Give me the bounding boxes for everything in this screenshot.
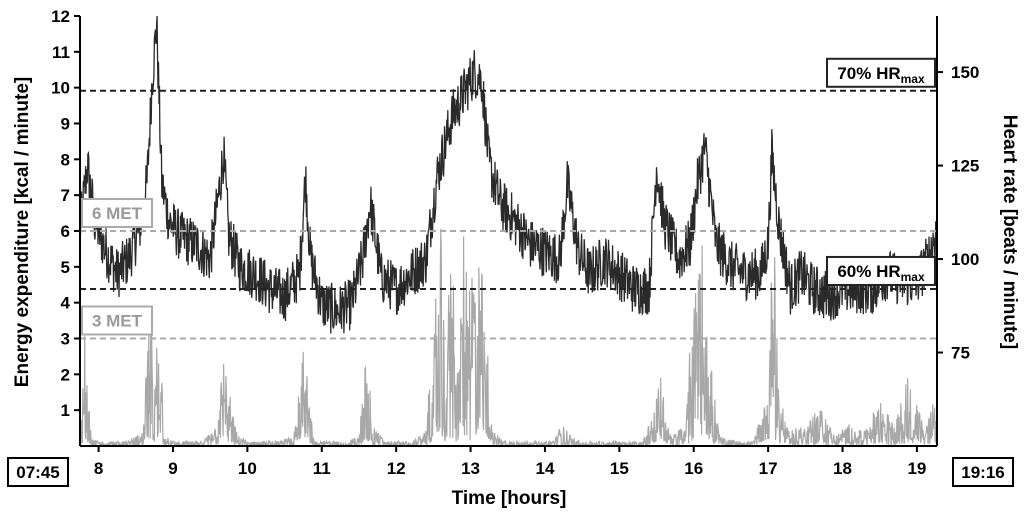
y-right-tick-label: 75 — [951, 344, 970, 363]
series-layer — [79, 15, 938, 448]
end-time-label: 19:16 — [961, 463, 1004, 482]
x-tick-label: 17 — [759, 459, 778, 478]
y-left-tick-label: 5 — [61, 258, 70, 277]
y-left-tick-label: 8 — [61, 150, 70, 169]
x-tick-label: 11 — [313, 459, 331, 478]
x-tick-label: 13 — [461, 459, 480, 478]
ticks-layer: 8 9 10 11 12 13 14 15 16 17 18 19123456789101112751… — [51, 7, 979, 478]
y-left-tick-label: 10 — [51, 79, 70, 98]
x-tick-label: 18 — [833, 459, 852, 478]
y-left-tick-label: 11 — [52, 43, 70, 62]
x-tick-label: 16 — [684, 459, 703, 478]
reference-labels-layer: 70% HRmax 60% HRmax 6 MET 3 MET — [81, 57, 936, 336]
y-left-tick-label: 7 — [61, 186, 70, 205]
y-left-tick-label: 9 — [61, 115, 70, 134]
y-right-tick-label: 125 — [951, 157, 979, 176]
reference-label-6-met: 6 MET — [81, 198, 153, 228]
y-right-tick-label: 150 — [951, 63, 979, 82]
x-tick-label: 14 — [535, 459, 554, 478]
y-axis-right-title: Heart rate [beats / minute] — [999, 115, 1020, 349]
reference-label-60-hr: 60% HRmax — [826, 255, 936, 286]
y-left-tick-label: 4 — [61, 294, 71, 313]
y-left-tick-label: 3 — [61, 330, 70, 349]
start-time-box: 07:45 — [7, 457, 69, 487]
y-right-tick-label: 100 — [951, 250, 979, 269]
y-axis-left-title: Energy expenditure [kcal / minute] — [12, 77, 33, 387]
reference-lines-layer — [80, 89, 937, 340]
x-tick-label: 8 — [94, 459, 103, 478]
x-tick-label: 15 — [610, 459, 629, 478]
x-axis-title: Time [hours] — [452, 488, 567, 509]
reference-label-70-hr: 70% HRmax — [826, 57, 936, 88]
reference-label-text: 6 MET — [92, 204, 143, 223]
axes-layer — [79, 16, 938, 447]
y-left-tick-label: 6 — [61, 222, 70, 241]
x-tick-label: 12 — [387, 459, 406, 478]
series-energy-expenditure-line — [79, 228, 938, 448]
end-time-box: 19:16 — [952, 457, 1014, 487]
y-left-tick-label: 12 — [51, 7, 70, 26]
x-tick-label: 9 — [168, 459, 177, 478]
series-heart-rate-line — [79, 15, 938, 334]
y-left-tick-label: 1 — [61, 401, 70, 420]
reference-label-text: 3 MET — [92, 312, 143, 331]
y-left-tick-label: 2 — [61, 365, 70, 384]
x-tick-label: 10 — [238, 459, 257, 478]
reference-label-3-met: 3 MET — [81, 305, 153, 336]
x-tick-label: 19 — [907, 459, 926, 478]
start-time-label: 07:45 — [16, 463, 59, 482]
